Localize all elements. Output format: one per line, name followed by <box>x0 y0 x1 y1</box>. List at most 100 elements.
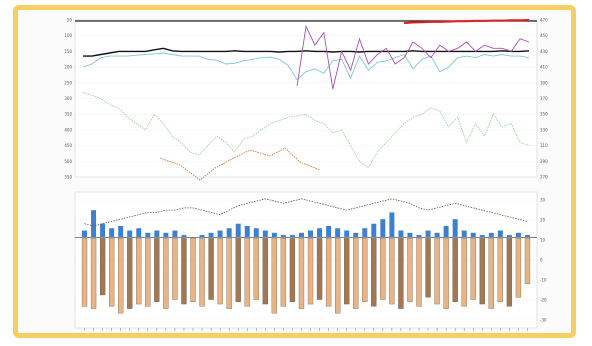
positive-bar <box>163 232 169 238</box>
positive-bar <box>172 230 178 238</box>
top-right-tick-label: 450 <box>540 33 548 38</box>
positive-bar <box>253 228 259 238</box>
top-left-tick-label: 100 <box>64 33 72 38</box>
negative-bar <box>190 238 196 302</box>
negative-bar <box>353 238 359 309</box>
top-series-line <box>82 91 530 169</box>
positive-bar <box>461 230 467 238</box>
negative-bar <box>488 238 494 309</box>
negative-bar <box>362 238 368 302</box>
positive-bar <box>145 232 151 238</box>
negative-bar <box>325 238 332 307</box>
positive-bar <box>82 230 88 238</box>
negative-bar <box>497 238 503 302</box>
negative-bar <box>235 238 241 302</box>
top-right-tick-label: 330 <box>540 127 548 132</box>
positive-bar <box>154 230 160 238</box>
top-left-tick-label: 400 <box>64 127 72 132</box>
negative-bar <box>389 238 395 305</box>
top-series-orange-line <box>159 147 321 181</box>
positive-bar <box>344 230 350 238</box>
negative-bar <box>506 238 513 307</box>
top-right-tick-label: 270 <box>540 175 548 180</box>
bottom-right-tick-label: -20 <box>540 298 547 303</box>
negative-bar <box>154 238 160 302</box>
negative-bar <box>181 238 187 305</box>
bottom-right-tick-label: 10 <box>540 238 546 243</box>
negative-bar <box>271 238 277 314</box>
top-left-tick-label: 250 <box>64 80 72 85</box>
positive-bar <box>244 226 250 238</box>
top-right-tick-label: 350 <box>540 112 548 117</box>
positive-bar <box>235 223 241 238</box>
top-series-line <box>404 19 530 25</box>
top-left-tick-label: 300 <box>64 96 72 101</box>
negative-bar <box>398 238 404 309</box>
positive-bar <box>362 228 368 238</box>
negative-bar <box>253 238 259 300</box>
negative-bar <box>199 238 205 307</box>
negative-bar <box>280 238 287 307</box>
positive-bar <box>506 235 512 238</box>
positive-bar <box>335 228 341 238</box>
positive-bar <box>199 235 205 238</box>
positive-bar <box>262 230 268 238</box>
negative-bar <box>425 238 431 298</box>
bottom-right-tick-label: 30 <box>540 198 546 203</box>
negative-bar <box>335 238 341 314</box>
negative-bar <box>262 238 268 305</box>
positive-bar <box>497 230 503 238</box>
negative-bar <box>172 238 178 300</box>
positive-bar <box>127 230 133 238</box>
negative-bar <box>434 238 440 305</box>
negative-bar <box>298 238 305 309</box>
top-series-line <box>83 47 530 57</box>
positive-bar <box>91 210 97 238</box>
negative-bar <box>407 238 413 302</box>
positive-bar <box>136 228 142 238</box>
negative-bar <box>145 238 151 307</box>
positive-bar <box>271 232 277 238</box>
top-right-tick-label: 370 <box>540 96 548 101</box>
negative-bar <box>524 238 531 284</box>
negative-bar <box>344 238 350 305</box>
negative-bar <box>81 238 88 307</box>
top-left-tick-label: 450 <box>64 143 72 148</box>
negative-bar <box>208 238 214 300</box>
negative-bar <box>127 238 133 309</box>
top-series-line <box>82 52 530 81</box>
bottom-right-tick-label: -10 <box>540 278 547 283</box>
negative-bar <box>515 238 522 298</box>
negative-bar <box>307 238 314 305</box>
top-left-tick-label: 350 <box>64 112 72 117</box>
positive-bar <box>452 219 458 238</box>
negative-bar <box>244 238 250 307</box>
positive-bar <box>208 232 214 238</box>
positive-bar <box>488 232 494 238</box>
positive-bar <box>371 223 377 238</box>
top-right-tick-label: 470 <box>540 18 548 23</box>
positive-bar <box>109 228 115 238</box>
positive-bar <box>425 230 431 238</box>
top-left-tick-label: 150 <box>64 49 72 54</box>
positive-bar <box>308 230 314 238</box>
positive-bar <box>226 228 232 238</box>
negative-bar <box>118 238 124 314</box>
positive-bar <box>326 226 332 238</box>
top-right-tick-label: 310 <box>540 143 548 148</box>
negative-bar <box>136 238 142 305</box>
negative-bar <box>226 238 232 309</box>
positive-bar <box>298 232 304 238</box>
positive-bar <box>380 219 386 238</box>
negative-bar <box>461 238 467 307</box>
bottom-right-tick-label: 0 <box>540 258 543 263</box>
negative-bar <box>163 238 169 309</box>
top-right-tick-label: 430 <box>540 49 548 54</box>
negative-bar <box>371 238 377 307</box>
negative-bar <box>452 238 458 302</box>
top-series-line <box>296 24 530 90</box>
bottom-dotted-line <box>84 198 528 227</box>
top-left-tick-label: 500 <box>64 159 72 164</box>
positive-bar <box>479 235 485 238</box>
